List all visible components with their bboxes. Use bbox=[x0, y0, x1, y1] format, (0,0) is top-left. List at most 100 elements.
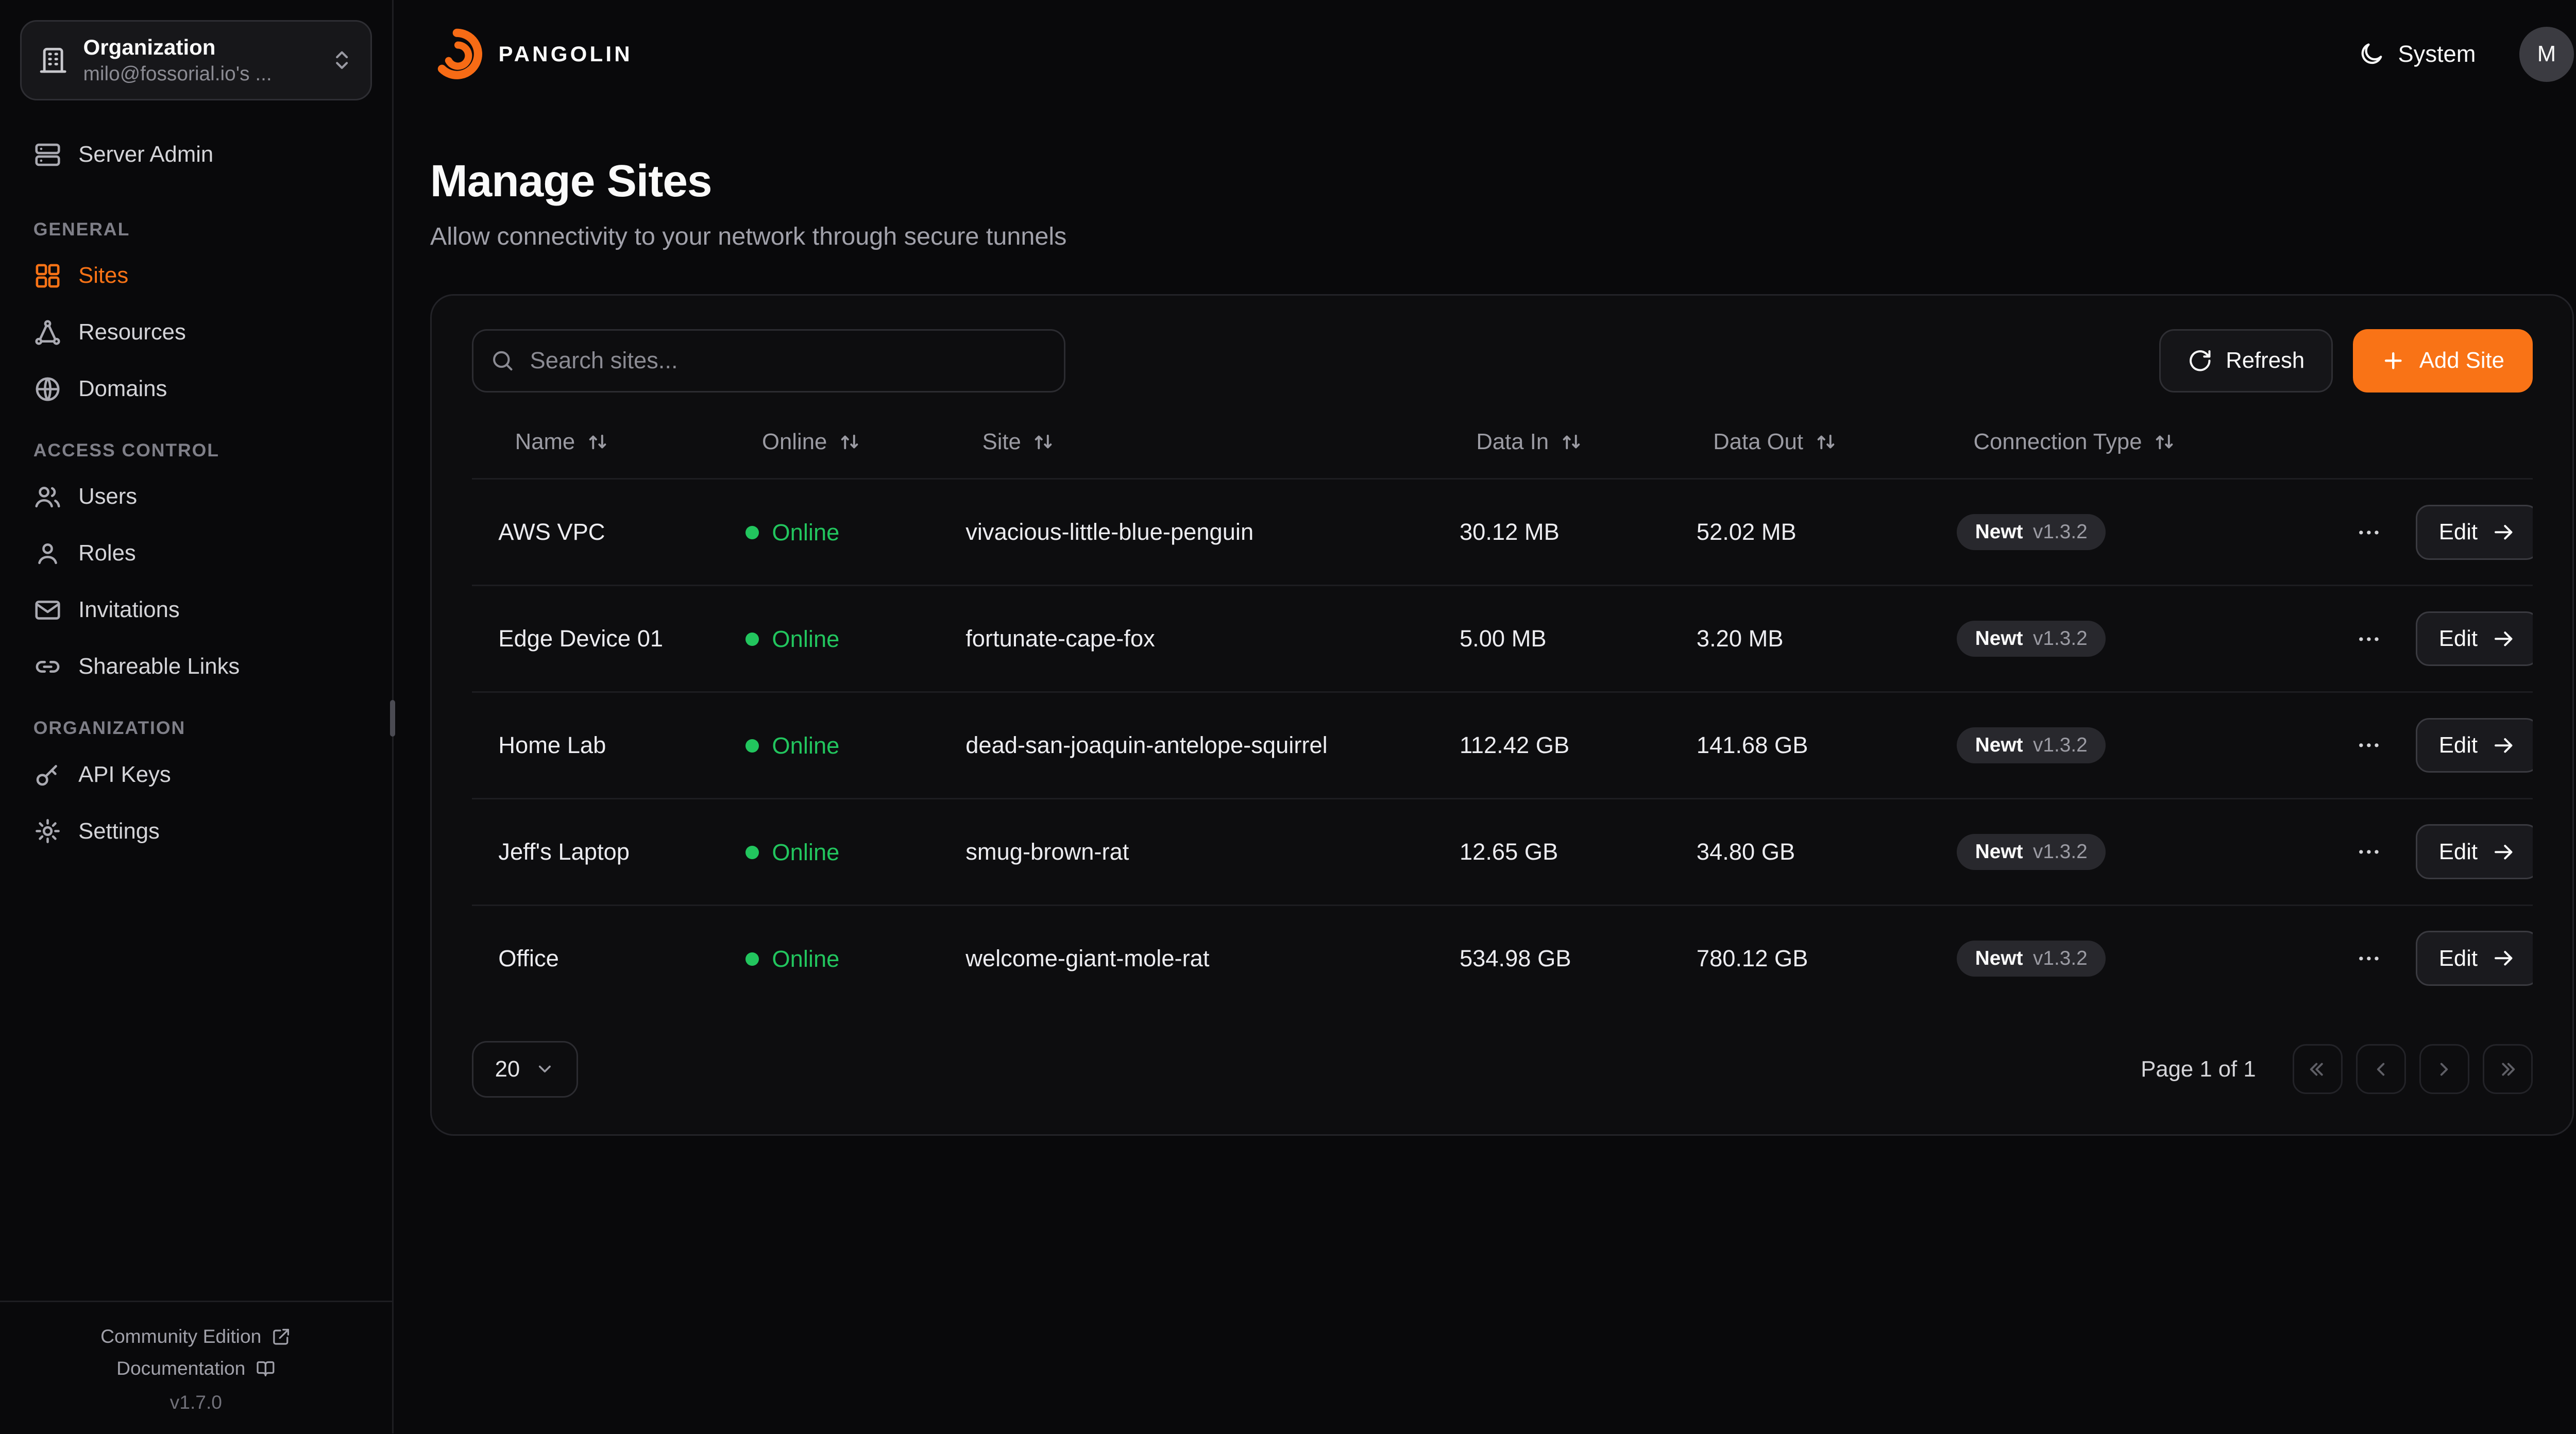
avatar[interactable]: M bbox=[2519, 26, 2574, 82]
row-actions-button[interactable] bbox=[2349, 512, 2389, 552]
sort-icon bbox=[1815, 431, 1837, 453]
pangolin-logo-icon bbox=[437, 29, 482, 80]
row-actions-button[interactable] bbox=[2349, 832, 2389, 872]
cell-site: dead-san-joaquin-antelope-squirrel bbox=[939, 691, 1433, 799]
last-page-button[interactable] bbox=[2482, 1044, 2533, 1095]
sidebar-section: ACCESS CONTROL Users Roles Invitations S… bbox=[20, 440, 372, 694]
prev-page-button[interactable] bbox=[2355, 1044, 2406, 1095]
sidebar-section: ORGANIZATION API Keys Settings bbox=[20, 718, 372, 859]
sidebar-resize-handle[interactable] bbox=[390, 700, 396, 737]
column-header-connection-type[interactable]: Connection Type bbox=[1930, 409, 2322, 479]
refresh-button[interactable]: Refresh bbox=[2159, 329, 2333, 392]
status-label: Online bbox=[772, 732, 840, 759]
sidebar-item-shareable-links[interactable]: Shareable Links bbox=[20, 639, 372, 694]
table-row: Edge Device 01 Online fortunate-cape-fox… bbox=[471, 585, 2533, 692]
column-label: Data In bbox=[1476, 429, 1549, 455]
sidebar-section-label: GENERAL bbox=[33, 218, 130, 240]
cell-site: vivacious-little-blue-penguin bbox=[939, 478, 1433, 586]
arrow-right-icon bbox=[2491, 733, 2516, 758]
org-picker-text: Organization milo@fossorial.io's ... bbox=[83, 35, 316, 86]
connection-type-name: Newt bbox=[1975, 627, 2023, 650]
arrow-right-icon bbox=[2491, 626, 2516, 652]
edit-label: Edit bbox=[2438, 626, 2478, 652]
add-site-button[interactable]: Add Site bbox=[2352, 329, 2533, 392]
edit-button[interactable]: Edit bbox=[2415, 824, 2533, 880]
cell-data-out: 3.20 MB bbox=[1670, 585, 1930, 692]
next-page-button[interactable] bbox=[2419, 1044, 2469, 1095]
sidebar-item-server-admin[interactable]: Server Admin bbox=[20, 127, 372, 182]
community-edition-link[interactable]: Community Edition bbox=[0, 1320, 392, 1352]
sidebar-item-domains[interactable]: Domains bbox=[20, 362, 372, 417]
cell-site: smug-brown-rat bbox=[939, 797, 1433, 906]
column-header-site[interactable]: Site bbox=[939, 409, 1433, 479]
page-size-select[interactable]: 20 bbox=[471, 1040, 579, 1098]
connection-type-badge: Newt v1.3.2 bbox=[1957, 727, 2106, 763]
sidebar-footer: Community Edition Documentation v1.7.0 bbox=[0, 1300, 392, 1433]
cell-online: Online bbox=[718, 797, 939, 906]
column-label: Connection Type bbox=[1973, 429, 2142, 455]
edit-button[interactable]: Edit bbox=[2415, 718, 2533, 773]
sidebar-item-users[interactable]: Users bbox=[20, 469, 372, 524]
org-picker[interactable]: Organization milo@fossorial.io's ... bbox=[20, 20, 372, 101]
edit-button[interactable]: Edit bbox=[2415, 504, 2533, 560]
gear-icon bbox=[33, 817, 62, 845]
row-actions-button[interactable] bbox=[2349, 725, 2389, 765]
table-row: AWS VPC Online vivacious-little-blue-pen… bbox=[471, 478, 2533, 586]
connection-type-version: v1.3.2 bbox=[2032, 733, 2088, 756]
row-actions-button[interactable] bbox=[2349, 619, 2389, 659]
main-content: PANGOLIN System M Manage Sites Allow con… bbox=[394, 0, 2576, 1433]
status-label: Online bbox=[772, 626, 840, 653]
cell-online: Online bbox=[718, 904, 939, 1011]
ellipsis-icon bbox=[2355, 626, 2382, 653]
arrow-right-icon bbox=[2491, 840, 2516, 865]
sidebar-sections: GENERAL Sites Resources Domains ACCESS C… bbox=[20, 195, 372, 860]
chevron-left-icon bbox=[2370, 1059, 2392, 1080]
building-icon bbox=[38, 45, 68, 75]
page-size-value: 20 bbox=[495, 1056, 520, 1082]
org-title: Organization bbox=[83, 35, 216, 59]
pagination: Page 1 of 1 bbox=[2141, 1044, 2533, 1095]
user-icon bbox=[33, 539, 62, 568]
connection-type-badge: Newt v1.3.2 bbox=[1957, 621, 2106, 657]
documentation-link[interactable]: Documentation bbox=[0, 1353, 392, 1385]
sites-table-body: AWS VPC Online vivacious-little-blue-pen… bbox=[471, 478, 2533, 1011]
cell-name: Edge Device 01 bbox=[471, 585, 719, 692]
connection-type-name: Newt bbox=[1975, 521, 2023, 543]
sites-card: Refresh Add Site Name Online Site Data In Da… bbox=[430, 294, 2574, 1136]
column-header-online[interactable]: Online bbox=[719, 409, 939, 479]
column-header-data-out[interactable]: Data Out bbox=[1670, 409, 1930, 479]
column-header-name[interactable]: Name bbox=[472, 409, 719, 479]
toolbar-actions: Refresh Add Site bbox=[2159, 329, 2533, 392]
cell-name: AWS VPC bbox=[471, 478, 719, 586]
sidebar-item-api-keys[interactable]: API Keys bbox=[20, 747, 372, 802]
edit-label: Edit bbox=[2438, 945, 2478, 971]
search-input[interactable] bbox=[471, 329, 1065, 392]
edit-button[interactable]: Edit bbox=[2415, 931, 2533, 986]
sidebar-item-invitations[interactable]: Invitations bbox=[20, 583, 372, 638]
sidebar-item-label: Resources bbox=[78, 319, 186, 345]
cell-name: Office bbox=[471, 904, 719, 1011]
sidebar-item-label: Server Admin bbox=[78, 142, 214, 167]
sidebar-item-sites[interactable]: Sites bbox=[20, 248, 372, 303]
sidebar-item-resources[interactable]: Resources bbox=[20, 305, 372, 360]
status-label: Online bbox=[772, 519, 840, 546]
sort-icon bbox=[587, 431, 608, 453]
theme-toggle-button[interactable]: System bbox=[2348, 39, 2485, 69]
cell-name: Home Lab bbox=[471, 691, 719, 799]
row-actions-button[interactable] bbox=[2349, 938, 2389, 978]
first-page-button[interactable] bbox=[2292, 1044, 2343, 1095]
table-row: Home Lab Online dead-san-joaquin-antelop… bbox=[471, 691, 2533, 799]
column-label: Online bbox=[762, 429, 827, 455]
column-header-data-in[interactable]: Data In bbox=[1433, 409, 1670, 479]
link-icon bbox=[33, 653, 62, 681]
arrow-right-icon bbox=[2491, 520, 2516, 545]
edit-button[interactable]: Edit bbox=[2415, 611, 2533, 667]
search-icon bbox=[490, 348, 515, 373]
sidebar-item-roles[interactable]: Roles bbox=[20, 526, 372, 581]
chevrons-left-icon bbox=[2307, 1059, 2328, 1080]
connection-type-badge: Newt v1.3.2 bbox=[1957, 833, 2106, 870]
column-header-actions bbox=[2323, 409, 2533, 479]
topbar-right: System M bbox=[2348, 26, 2574, 82]
sidebar-item-settings[interactable]: Settings bbox=[20, 804, 372, 859]
